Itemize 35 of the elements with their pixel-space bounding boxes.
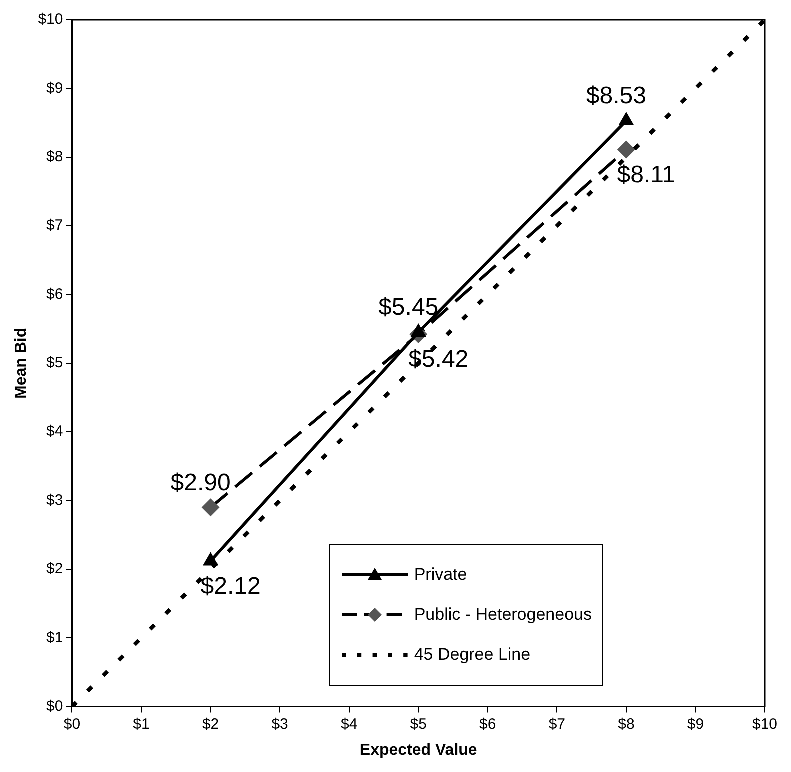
x-tick-label: $7 <box>548 716 566 733</box>
y-tick-label: $7 <box>46 217 64 234</box>
x-tick-label: $8 <box>618 716 635 733</box>
legend-label: Public - Heterogeneous <box>414 605 592 625</box>
y-tick-label: $6 <box>46 286 64 303</box>
legend-label: 45 Degree Line <box>414 645 531 665</box>
x-tick-label: $9 <box>687 716 704 733</box>
x-tick-label: $0 <box>64 716 81 733</box>
legend-label: Private <box>414 565 468 585</box>
y-tick-label: $10 <box>38 11 64 28</box>
data-label: $8.53 <box>586 82 646 110</box>
point <box>202 552 219 566</box>
y-tick-label: $4 <box>46 423 64 440</box>
y-tick-label: $2 <box>46 560 64 578</box>
data-label: $2.12 <box>200 572 261 600</box>
y-tick-label: $0 <box>46 698 64 715</box>
x-tick-label: $6 <box>480 716 496 733</box>
x-tick-label: $5 <box>410 716 427 733</box>
y-tick-label: $8 <box>46 148 64 166</box>
data-label: $2.90 <box>170 469 231 496</box>
x-tick-label: $2 <box>202 716 220 733</box>
y-tick-label: $5 <box>46 354 64 372</box>
x-tick-label: $3 <box>272 716 288 733</box>
data-label: $8.11 <box>617 161 676 188</box>
data-label: $5.45 <box>378 294 439 322</box>
y-tick-label: $1 <box>46 629 64 646</box>
x-axis-title: Expected Value <box>360 742 478 759</box>
y-tick-label: $3 <box>46 492 64 509</box>
x-tick-label: $10 <box>752 716 778 733</box>
x-tick-label: $4 <box>340 716 358 733</box>
y-axis-title: Mean Bid <box>13 328 30 399</box>
x-tick-label: $1 <box>133 716 150 733</box>
data-label: $5.42 <box>408 346 469 374</box>
point <box>410 323 426 337</box>
y-tick-label: $9 <box>46 80 64 97</box>
